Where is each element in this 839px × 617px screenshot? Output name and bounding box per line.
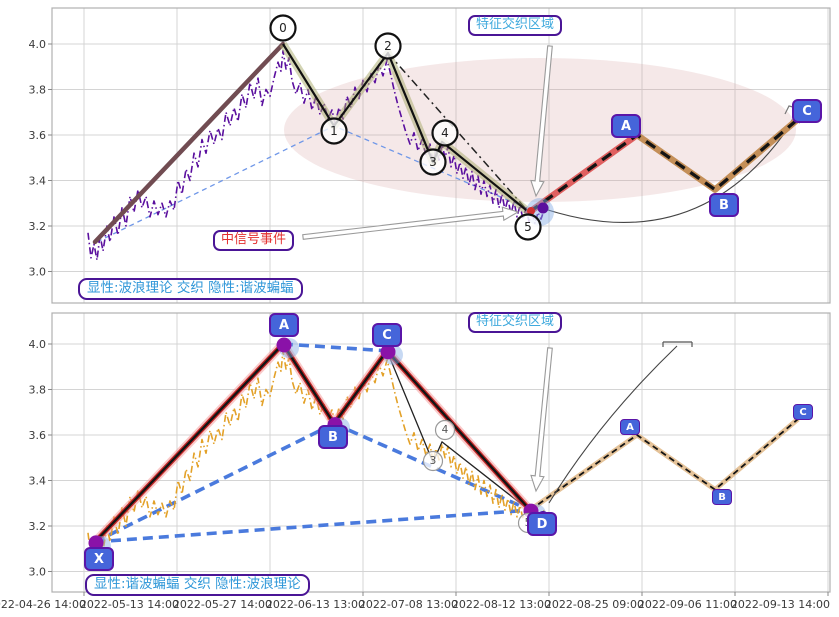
harmonic-pink-glow [91, 339, 534, 546]
top-signal-event-label: 中信号事件 [213, 230, 295, 251]
svg-text:3: 3 [430, 455, 437, 467]
svg-text:4: 4 [441, 126, 449, 140]
svg-text:5: 5 [524, 220, 532, 234]
bottom-y-tick-label: 3.2 [29, 520, 47, 533]
bottom-legend-label: 显性:谐波蝙蝠 交织 隐性:波浪理论 [85, 574, 310, 596]
top-y-tick-label: 3.0 [29, 266, 47, 279]
svg-text:1: 1 [330, 124, 338, 138]
wave-point-circle: 1 [320, 117, 348, 145]
point5-red-marker [527, 207, 535, 215]
x-tick-label: 2022-07-08 13:00 [359, 598, 458, 611]
x-tick-label: 2022-06-13 13:00 [266, 598, 365, 611]
hollow-annotation-arrow [530, 45, 553, 198]
top-y-tick-label: 3.8 [29, 84, 47, 97]
harmonic-vertex-dot [88, 535, 104, 551]
bottom-projection-label-a: A [620, 419, 640, 435]
hollow-annotation-arrow [302, 206, 520, 240]
bottom-projection-glow [528, 417, 800, 513]
harmonic-point-label-b: B [318, 425, 348, 449]
wave-point-circle: 0 [269, 14, 297, 42]
svg-text:3: 3 [429, 155, 437, 169]
bottom-y-tick-label: 3.6 [29, 429, 47, 442]
harmonic-dashed-connector [333, 421, 531, 512]
svg-text:4: 4 [442, 424, 449, 436]
wave-point-circle: 4 [431, 119, 459, 147]
harmonic-dashed-connector [282, 342, 388, 353]
hollow-annotation-arrow [530, 347, 553, 493]
bottom-y-tick-label: 3.0 [29, 566, 47, 579]
top-y-tick-label: 3.2 [29, 220, 47, 233]
top-projection-label-c: C [792, 99, 822, 123]
bottom-projection-label-c: C [793, 404, 813, 420]
bottom-y-tick-label: 4.0 [29, 338, 47, 351]
harmonic-point-label-d: D [527, 512, 557, 536]
harmonic-point-label-c: C [372, 323, 402, 347]
harmonic-point-label-x: X [84, 547, 114, 571]
harmonic-vertex-dot [380, 344, 396, 360]
bottom-y-tick-label: 3.8 [29, 384, 47, 397]
x-tick-label: 2022-09-13 14:00 [731, 598, 830, 611]
x-tick-label: 2022-04-26 14:00 [0, 598, 86, 611]
bottom-projection-dashed-line [529, 418, 799, 511]
x-tick-label: 2022-08-12 13:00 [452, 598, 551, 611]
point5-purple-marker [537, 202, 549, 214]
top-y-tick-label: 4.0 [29, 38, 47, 51]
top-legend-label: 显性:波浪理论 交织 隐性:谐波蝙蝠 [78, 278, 303, 300]
x-tick-label: 2022-05-27 14:00 [173, 598, 272, 611]
wave-point-circle: 3 [422, 450, 444, 472]
harmonic-dashed-connector [94, 422, 335, 544]
wave-point-circle: 5 [514, 213, 542, 241]
top-y-tick-label: 3.6 [29, 129, 47, 142]
bottom-projection-label-b: B [712, 489, 732, 505]
top-feature-zone-label: 特征交织区域 [468, 15, 563, 36]
bottom-feature-zone-label: 特征交织区域 [468, 312, 563, 333]
x-tick-label: 2022-08-25 09:00 [545, 598, 644, 611]
top-impulse-segment [92, 41, 286, 245]
bottom-y-tick-label: 3.4 [29, 475, 47, 488]
wave-point-circle: 2 [374, 32, 402, 60]
top-wave-line [282, 43, 530, 214]
wave-point-circle: 3 [419, 148, 447, 176]
top-trend-dashdot-line [387, 52, 528, 211]
top-projection-dashed-line [528, 117, 800, 214]
top-projection-label-b: B [709, 193, 739, 217]
harmonic-vertex-dot [276, 337, 292, 353]
top-projection-label-a: A [611, 114, 641, 138]
harmonic-point-label-a: A [269, 313, 299, 337]
svg-text:0: 0 [279, 21, 287, 35]
top-y-tick-label: 3.4 [29, 175, 47, 188]
top-measure-arc [535, 117, 796, 224]
x-tick-label: 2022-05-13 14:00 [80, 598, 179, 611]
bottom-measure-arc [548, 345, 678, 504]
wave-point-circle: 4 [434, 419, 456, 441]
svg-text:2: 2 [384, 39, 392, 53]
harmonic-dashed-connector [94, 508, 531, 544]
x-tick-label: 2022-09-06 11:00 [638, 598, 737, 611]
